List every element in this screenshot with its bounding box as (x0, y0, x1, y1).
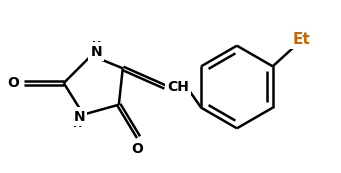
Text: Et: Et (292, 32, 310, 47)
Text: O: O (132, 142, 144, 156)
Text: H: H (92, 41, 101, 51)
Text: O: O (8, 76, 19, 90)
Text: H: H (73, 119, 82, 129)
Text: CH: CH (167, 80, 189, 94)
Text: N: N (90, 45, 102, 59)
Text: N: N (74, 110, 85, 124)
